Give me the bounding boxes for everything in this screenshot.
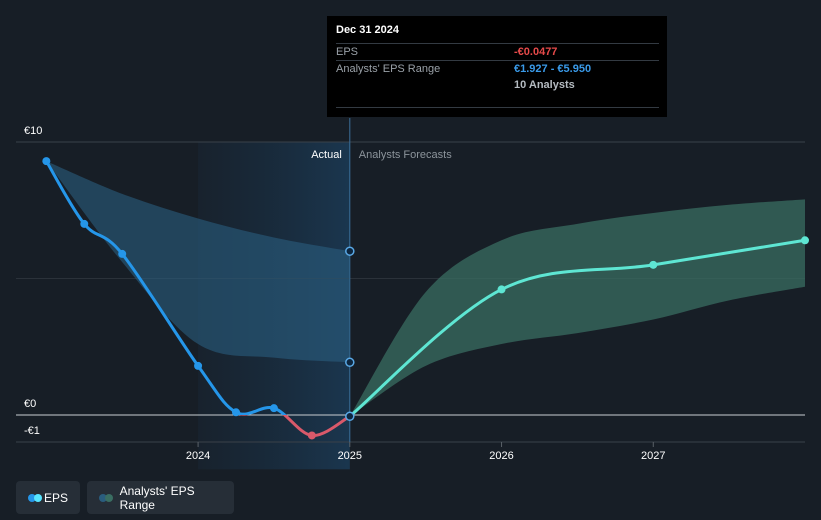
eps-actual-point xyxy=(232,408,241,417)
tooltip-eps-row: EPS -€0.0477 xyxy=(336,43,659,60)
eps-actual-point xyxy=(194,361,203,370)
eps-actual-line-negative xyxy=(239,415,352,437)
x-tick-label-2025: 2025 xyxy=(338,450,362,462)
axis-label-layer: 2024 2025 2026 2027 €10 €0 -€1 Actual Analysts F… xyxy=(24,125,666,462)
y-tick-label: €10 xyxy=(24,125,42,137)
x-tick-label-2027: 2027 xyxy=(641,450,665,462)
tooltip-date: Dec 31 2024 xyxy=(336,24,399,36)
highlight-point xyxy=(345,357,355,368)
legend-eps-label: EPS xyxy=(43,490,68,505)
x-tick-label-2026: 2026 xyxy=(489,450,513,462)
tooltip-divider xyxy=(336,107,659,108)
eps-actual-point xyxy=(269,404,278,413)
eps-forecast-point xyxy=(801,236,809,245)
range-band-layer xyxy=(46,161,805,417)
tooltip-analysts-row: 10 Analysts xyxy=(336,77,659,93)
x-tick-label-2024: 2024 xyxy=(186,450,210,462)
forecast-label: Analysts Forecasts xyxy=(359,149,452,161)
highlight-point xyxy=(345,411,355,422)
analyst-range-band-forecast xyxy=(349,199,805,417)
eps-actual-point xyxy=(118,249,127,258)
tooltip-range-label: Analysts' EPS Range xyxy=(336,63,441,75)
eps-actual-point xyxy=(42,157,51,166)
analyst-range-band-past xyxy=(46,161,350,363)
eps-actual-point xyxy=(80,219,89,228)
tooltip-eps-value: -€0.0477 xyxy=(514,46,558,58)
highlight-point xyxy=(345,246,355,256)
tooltip-range-value: €1.927 - €5.950 xyxy=(514,63,592,75)
tooltip-range-row: Analysts' EPS Range €1.927 - €5.950 xyxy=(336,60,659,77)
eps-forecast-point xyxy=(497,285,506,294)
eps-actual-point xyxy=(307,431,316,440)
eps-forecast-line xyxy=(348,238,807,418)
range-swatch-icon xyxy=(99,493,113,502)
y-tick-label: -€1 xyxy=(24,425,40,437)
tooltip-eps-label: EPS xyxy=(336,46,359,58)
eps-forecast-point xyxy=(649,260,658,269)
legend-range-label: Analysts' EPS Range xyxy=(119,483,195,512)
eps-swatch-icon xyxy=(28,493,42,502)
tooltip-analysts-count: 10 Analysts xyxy=(514,79,575,91)
y-tick-label: €0 xyxy=(24,398,36,410)
legend-analysts-range[interactable]: Analysts' EPS Range xyxy=(87,481,234,514)
actual-label: Actual xyxy=(311,149,342,161)
data-tooltip: Dec 31 2024 EPS -€0.0477 Analysts' EPS R… xyxy=(327,16,667,117)
tooltip-analysts-spacer xyxy=(336,77,514,93)
eps-point-layer xyxy=(42,157,809,440)
legend-eps[interactable]: EPS xyxy=(16,481,80,514)
